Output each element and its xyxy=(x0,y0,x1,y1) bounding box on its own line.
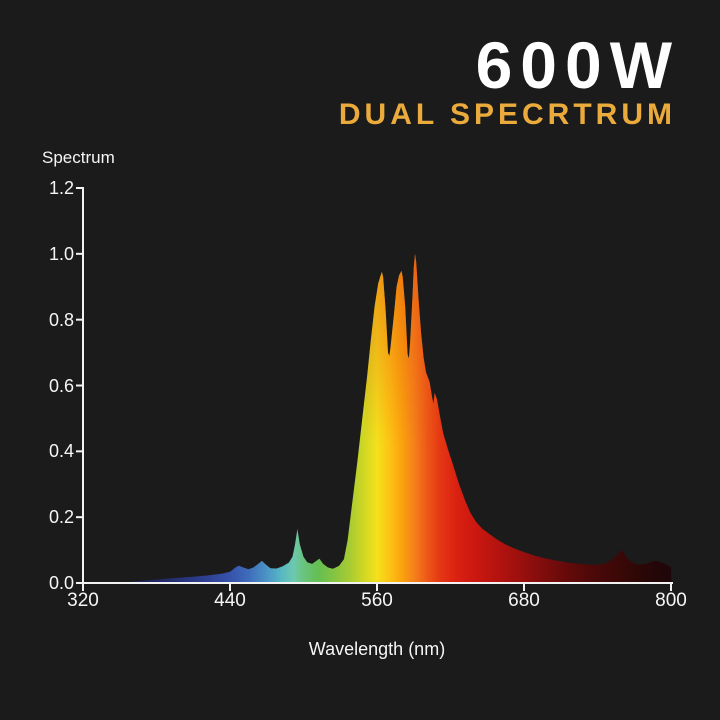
peak-hot-tint xyxy=(364,253,453,445)
header: 600W DUAL SPECRTRUM xyxy=(339,32,672,131)
wattage-title: 600W xyxy=(475,28,680,102)
x-tick-label: 680 xyxy=(508,590,540,611)
y-tick-label: 0.2 xyxy=(48,507,74,528)
y-tick-label: 0.8 xyxy=(48,309,74,330)
spectrum-type-subtitle: DUAL SPECRTRUM xyxy=(338,98,676,131)
x-tick-label: 800 xyxy=(655,590,687,611)
y-tick-label: 1.2 xyxy=(48,178,74,198)
x-tick-label: 320 xyxy=(67,590,99,611)
x-axis-title: Wavelength (nm) xyxy=(308,639,446,659)
y-tick-label: 1.0 xyxy=(48,243,74,264)
y-tick-label: 0.6 xyxy=(48,375,74,396)
x-tick-label: 440 xyxy=(214,590,246,611)
y-tick-label: 0.0 xyxy=(48,573,74,593)
y-axis-title: Spectrum xyxy=(42,148,115,167)
x-tick-label: 560 xyxy=(361,590,393,611)
y-tick-label: 0.4 xyxy=(48,441,74,462)
